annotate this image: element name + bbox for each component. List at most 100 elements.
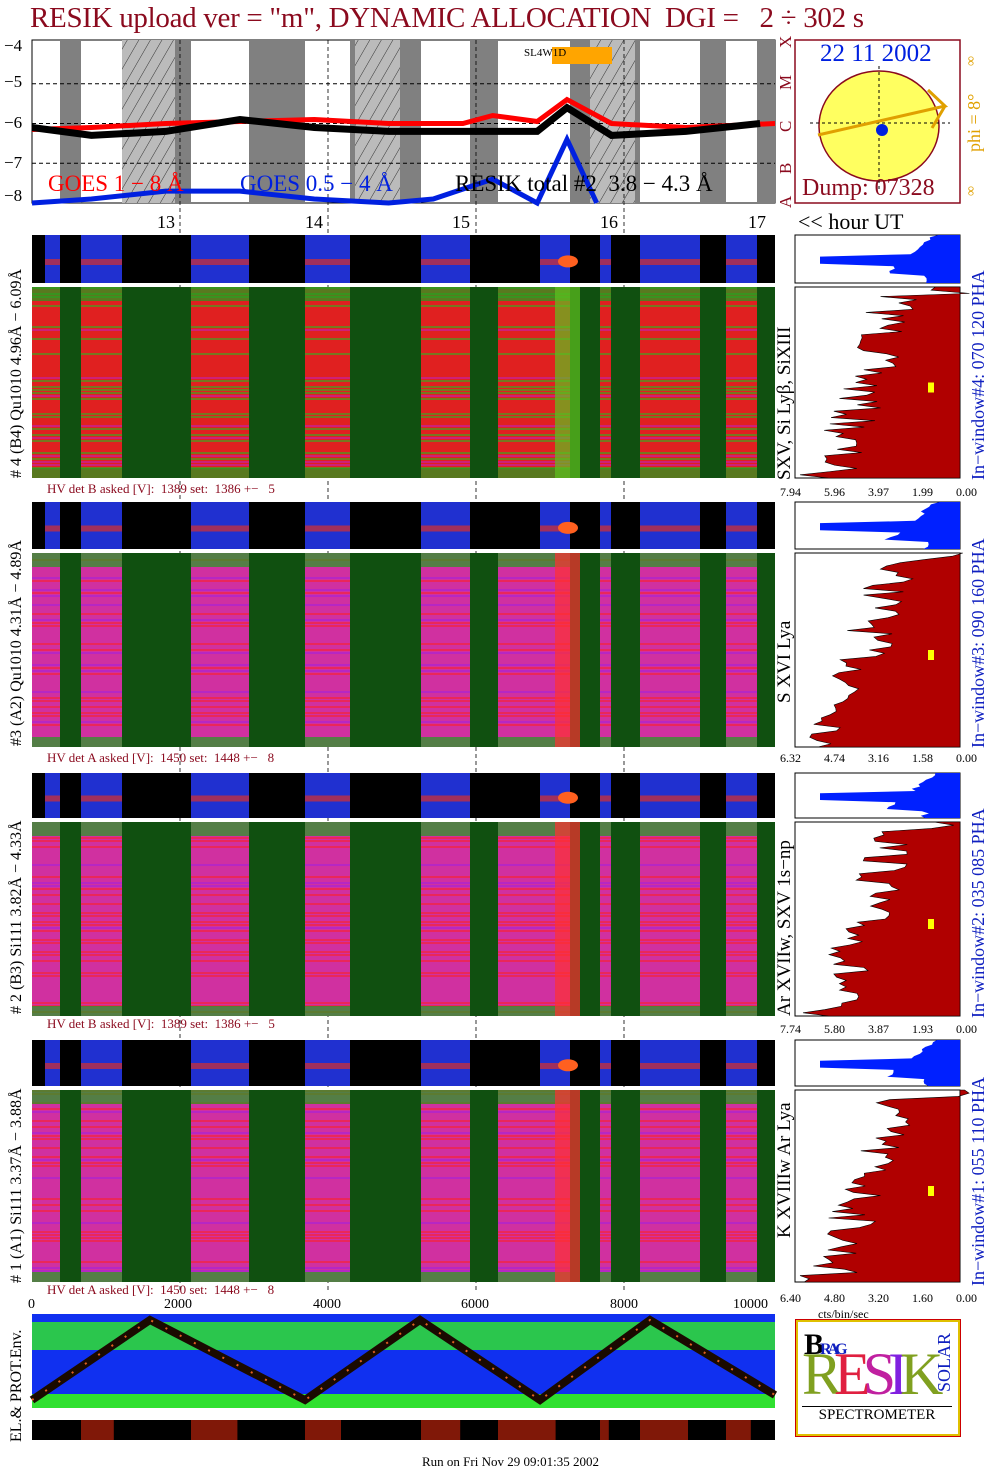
flag-label: SL4W1D [524,47,567,59]
flare-column [555,822,580,1016]
mini-spectrum-gap [498,502,540,549]
mini-spectrum-gap [60,235,81,283]
hist-axis-tick: 1.99 [912,485,933,499]
flare-column [555,287,580,478]
mini-spectrum-gap [498,1040,540,1086]
histogram [799,1089,970,1283]
hist-axis-tick: 5.80 [824,1022,845,1036]
mini-spectrum-gap [60,773,81,818]
panel-2-label: # 2 (B3) Si111 3.82Å − 4.33Å [8,820,25,1014]
pointing-arrow-head [930,105,947,129]
spectrogram-gap [611,553,640,747]
spectrogram-gap [350,553,421,747]
mini-spectrum-gap [700,773,726,818]
spectrogram-gap [60,287,81,478]
y-tick: −5 [4,72,23,91]
series-line-goes-long [31,96,776,132]
hist-axis-tick: 1.93 [912,1022,933,1036]
mini-spectrum-gap [498,235,540,283]
hour-tick: 17 [748,212,766,232]
y-tick: −6 [4,113,23,132]
mini-spectrum-gap [32,773,45,818]
hist-axis-tick: 3.97 [868,485,889,499]
mini-spectrum-gap [32,235,45,283]
hour-tick: 13 [157,212,175,232]
intensity-segment [305,1420,341,1440]
mini-spectrum-gap [470,502,498,549]
panel-3-lines: S XVI Lya [774,620,795,703]
mini-histogram [820,1040,960,1086]
spectrogram-gap [249,553,305,747]
intensity-segment [640,1420,688,1440]
mini-spectrum-gap [122,773,191,818]
flag-bar [552,47,612,64]
hist-axis-tick: 3.87 [868,1022,889,1036]
spectrogram-gap [611,1090,640,1282]
mini-spectrum-gap [60,502,81,549]
class-x: X [776,35,795,48]
mini-spectrum-gap [32,1040,45,1086]
spectrogram-gap [611,287,640,478]
hour-axis-label: << hour UT [798,209,904,234]
panel-2-lines: Ar XVIIw, SXV 1s−np [774,840,795,1016]
hist-axis-tick: 7.74 [780,1022,801,1036]
hist-axis-tick: 1.60 [912,1291,933,1305]
spectrogram-gap [350,822,421,1016]
panel-1-label: # 1 (A1) Si111 3.37Å − 3.88Å [8,1088,25,1284]
spectrogram-gap [700,1090,726,1282]
mini-histogram [820,235,960,283]
page-title: RESIK upload ver = "m", DYNAMIC ALLOCATI… [30,2,864,34]
hist-axis-tick: 0.00 [956,485,977,499]
mini-spectrum-gap [611,773,640,818]
footer-run-date: Run on Fri Nov 29 09:01:35 2002 [422,1454,599,1469]
mini-spectrum-gap [757,235,775,283]
spectrogram-gap [700,822,726,1016]
mini-spectrum-gap [470,1040,498,1086]
flare-spot [558,521,578,534]
mini-spectrum-gap [700,235,726,283]
logo-subtitle: SPECTROMETER [802,1406,952,1424]
hour-tick: 15 [452,212,470,232]
mini-spectrum-gap [757,1040,775,1086]
spectrogram-gap [122,1090,191,1282]
window-marker [928,382,934,393]
spectrogram-gap [122,822,191,1016]
spectrogram-gap [122,287,191,478]
spectrogram-gap [470,287,498,478]
hist-axis-tick: 6.40 [780,1291,801,1305]
orbit-latitude-track-highlight [31,1318,776,1402]
legend-resik: RESIK total #2 3.8 − 4.3 Å [455,171,713,196]
spectrogram-gap [350,287,421,478]
spectrogram-gap [249,287,305,478]
infinity-mark: ∞ [964,186,979,196]
mini-spectrum-gap [757,502,775,549]
hist-axis-tick: 0.00 [956,1022,977,1036]
eclipse-band [60,40,81,203]
logo-solar: SOLAR [934,1332,954,1392]
spectrogram-gap [611,822,640,1016]
bin-tick: 8000 [610,1297,638,1312]
panel-3-window: In−window#3: 090 160 PHA [968,538,988,748]
hist-axis-tick: 1.58 [912,751,933,765]
env-label: EL.& PROT.Env. [8,1329,25,1442]
spectrogram-gap [60,1090,81,1282]
mini-histogram [820,773,960,818]
mini-spectrum-gap [122,502,191,549]
class-c: C [776,120,795,132]
class-m: M [776,74,795,90]
mini-spectrum-gap [611,235,640,283]
hist-axis-tick: 4.80 [824,1291,845,1305]
mini-spectrum-gap [350,773,421,818]
hv-status-1: HV det A asked [V]: 1450 set: 1448 +− 8 [47,1282,275,1297]
mini-spectrum-gap [757,773,775,818]
flare-spot [558,1059,578,1072]
mini-spectrum-gap [32,502,45,549]
intensity-segment [726,1420,751,1440]
bin-tick: 0 [28,1297,35,1312]
flare-column [555,1090,580,1282]
eclipse-band [700,40,726,203]
y-tick: −4 [4,36,23,55]
spectrogram-gap [470,553,498,747]
